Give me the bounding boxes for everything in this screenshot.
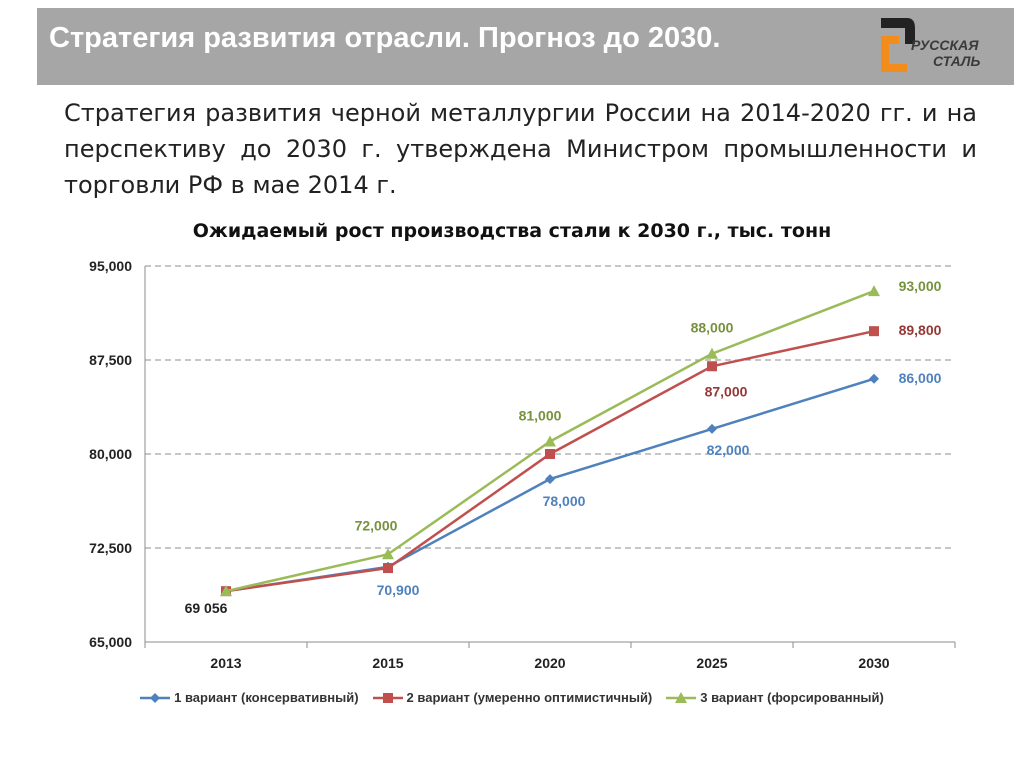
data-label: 72,000: [355, 517, 398, 533]
point-square: [545, 449, 555, 459]
point-triangle: [220, 585, 232, 597]
data-label: 89,800: [899, 322, 942, 338]
data-label: 88,000: [691, 320, 734, 336]
data-label: 82,000: [707, 442, 750, 458]
legend-item: 3 вариант (форсированный): [666, 690, 884, 705]
data-label: 93,000: [899, 278, 942, 294]
chart-title: Ожидаемый рост производства стали к 2030…: [192, 220, 832, 242]
logo-icon: [881, 18, 915, 72]
point-triangle: [868, 285, 880, 297]
data-label: 70,900: [377, 582, 420, 598]
point-diamond: [869, 373, 879, 384]
x-tick-label: 2020: [534, 655, 565, 671]
legend-item: 1 вариант (консервативный): [140, 690, 359, 705]
slide-title: Стратегия развития отрасли. Прогноз до 2…: [49, 22, 721, 54]
legend-label: 3 вариант (форсированный): [700, 690, 884, 705]
point-triangle: [706, 347, 718, 359]
legend-swatch: [666, 691, 697, 703]
point-triangle: [544, 435, 556, 447]
chart-legend: 1 вариант (консервативный) 2 вариант (уме…: [0, 690, 1024, 705]
point-triangle: [382, 548, 394, 560]
point-diamond: [545, 474, 555, 485]
data-label: 69 056: [185, 600, 228, 616]
point-square: [383, 563, 393, 574]
legend-swatch: [140, 692, 171, 703]
intro-paragraph: Стратегия развития черной металлургии Ро…: [64, 99, 977, 199]
series-line: [225, 329, 875, 593]
legend-label: 1 вариант (консервативный): [174, 690, 359, 705]
x-tick-label: 2025: [696, 655, 727, 671]
x-tick-label: 2013: [210, 655, 241, 671]
logo-text-line1: РУССКАЯ: [911, 37, 979, 53]
x-tick-label: 2015: [372, 655, 403, 671]
point-diamond: [707, 423, 717, 434]
point-square: [869, 326, 879, 337]
data-label: 87,000: [705, 383, 748, 399]
y-tick-label: 87,500: [89, 352, 132, 368]
y-tick-label: 65,000: [89, 634, 132, 650]
company-logo: РУССКАЯ СТАЛЬ: [877, 14, 1007, 76]
legend-swatch: [372, 692, 403, 703]
legend-item: 2 вариант (умеренно оптимистичный): [372, 690, 653, 705]
slide-header: Стратегия развития отрасли. Прогноз до 2…: [37, 8, 1014, 85]
data-label: 86,000: [899, 370, 942, 386]
y-tick-label: 95,000: [89, 258, 132, 274]
y-tick-label: 72,500: [89, 540, 132, 556]
data-label: 78,000: [543, 493, 586, 509]
y-tick-label: 80,000: [89, 446, 132, 462]
x-tick-label: 2030: [858, 655, 889, 671]
data-label: 81,000: [519, 407, 562, 423]
point-square: [707, 361, 717, 372]
legend-label: 2 вариант (умеренно оптимистичный): [406, 690, 653, 705]
logo-text-line2: СТАЛЬ: [933, 53, 981, 69]
